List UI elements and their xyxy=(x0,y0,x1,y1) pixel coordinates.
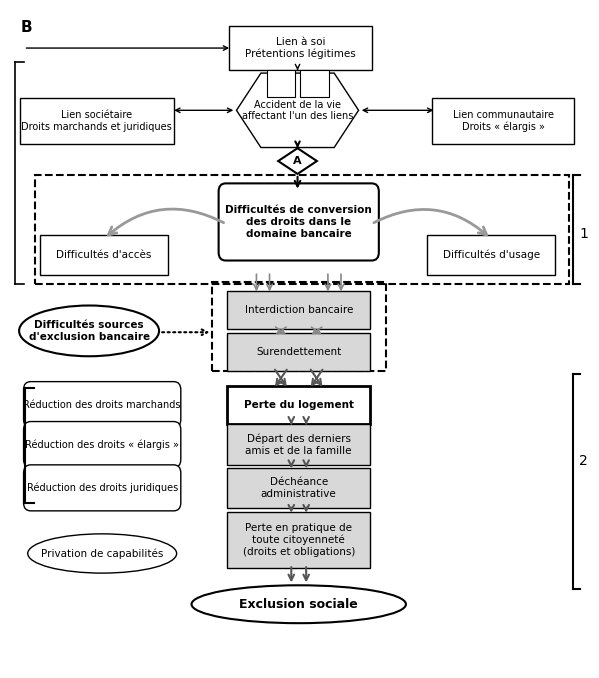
FancyBboxPatch shape xyxy=(23,465,181,511)
Polygon shape xyxy=(237,73,359,148)
FancyBboxPatch shape xyxy=(427,235,555,275)
Text: Lien communautaire
Droits « élargis »: Lien communautaire Droits « élargis » xyxy=(452,110,553,132)
FancyBboxPatch shape xyxy=(23,422,181,468)
Ellipse shape xyxy=(19,306,159,356)
Text: B: B xyxy=(20,20,32,35)
FancyBboxPatch shape xyxy=(227,291,370,329)
Text: Lien à soi
Prétentions légitimes: Lien à soi Prétentions légitimes xyxy=(245,37,356,59)
Text: Réduction des droits marchands: Réduction des droits marchands xyxy=(23,399,181,410)
FancyBboxPatch shape xyxy=(267,70,295,97)
Ellipse shape xyxy=(28,534,177,573)
Text: Accident de la vie
affectant l'un des liens: Accident de la vie affectant l'un des li… xyxy=(242,100,353,121)
Text: Privation de capabilités: Privation de capabilités xyxy=(41,549,164,559)
Text: Difficultés d'accès: Difficultés d'accès xyxy=(56,250,152,260)
Text: Difficultés sources
d'exclusion bancaire: Difficultés sources d'exclusion bancaire xyxy=(29,320,150,342)
Text: Perte en pratique de
toute citoyenneté
(droits et obligations): Perte en pratique de toute citoyenneté (… xyxy=(243,523,355,557)
FancyBboxPatch shape xyxy=(229,26,372,70)
FancyBboxPatch shape xyxy=(20,98,174,144)
Text: Départ des derniers
amis et de la famille: Départ des derniers amis et de la famill… xyxy=(246,433,352,456)
Ellipse shape xyxy=(192,585,406,623)
Text: Interdiction bancaire: Interdiction bancaire xyxy=(244,305,353,315)
FancyBboxPatch shape xyxy=(227,424,370,465)
Text: Difficultés de conversion
des droits dans le
domaine bancaire: Difficultés de conversion des droits dan… xyxy=(225,205,372,239)
Text: 2: 2 xyxy=(579,454,588,468)
Text: Déchéance
administrative: Déchéance administrative xyxy=(261,477,337,498)
Text: Réduction des droits « élargis »: Réduction des droits « élargis » xyxy=(25,439,179,450)
Text: Réduction des droits juridiques: Réduction des droits juridiques xyxy=(26,483,178,493)
FancyBboxPatch shape xyxy=(227,386,370,424)
Text: A: A xyxy=(294,156,302,166)
FancyBboxPatch shape xyxy=(431,98,574,144)
FancyBboxPatch shape xyxy=(300,70,328,97)
Text: 1: 1 xyxy=(579,227,588,241)
FancyBboxPatch shape xyxy=(227,468,370,508)
FancyBboxPatch shape xyxy=(227,333,370,371)
FancyBboxPatch shape xyxy=(40,235,168,275)
Text: Lien sociétaire
Droits marchands et juridiques: Lien sociétaire Droits marchands et juri… xyxy=(22,111,172,132)
FancyBboxPatch shape xyxy=(23,382,181,428)
Text: Surendettement: Surendettement xyxy=(256,347,341,357)
FancyBboxPatch shape xyxy=(227,512,370,567)
Text: Difficultés d'usage: Difficultés d'usage xyxy=(443,250,540,260)
Polygon shape xyxy=(278,148,317,174)
FancyBboxPatch shape xyxy=(219,183,379,260)
Text: Exclusion sociale: Exclusion sociale xyxy=(240,598,358,611)
Text: Perte du logement: Perte du logement xyxy=(244,399,354,410)
